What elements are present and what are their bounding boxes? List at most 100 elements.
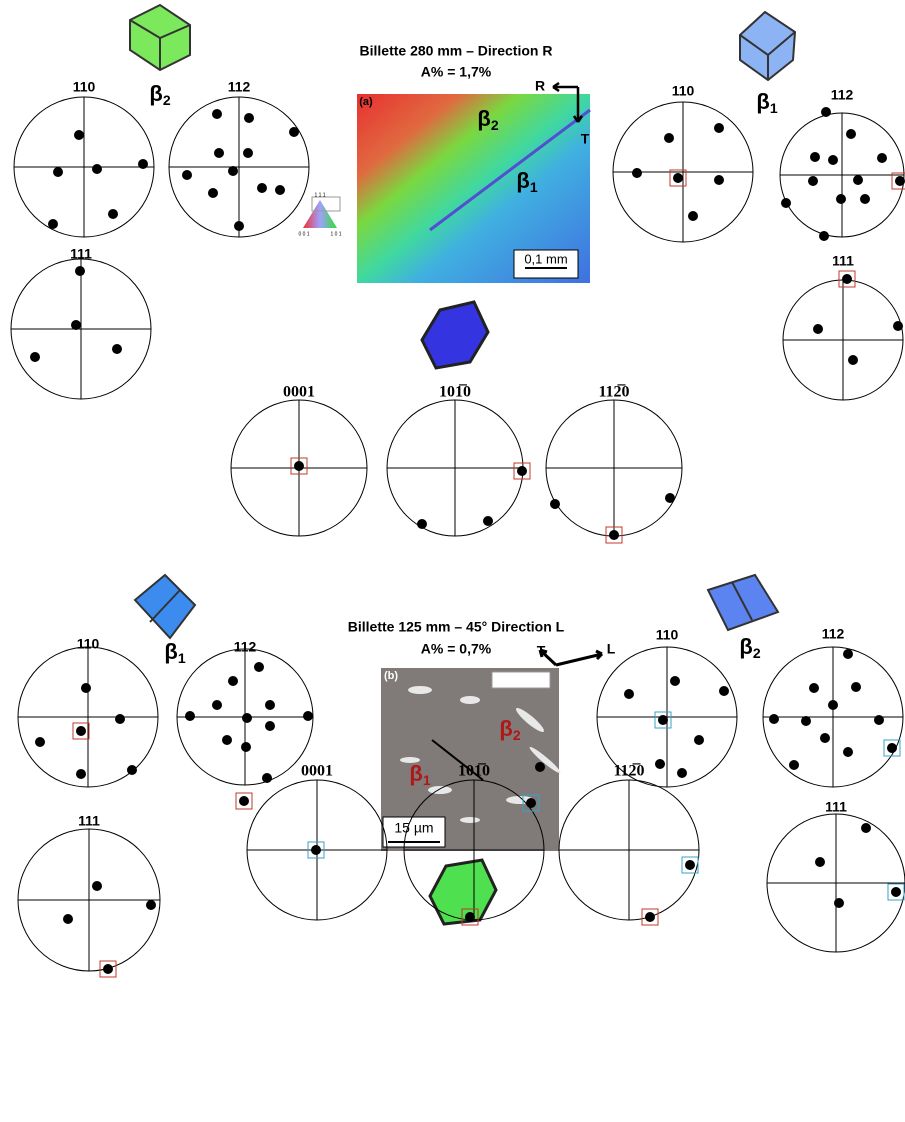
pole xyxy=(242,713,252,723)
pole xyxy=(48,219,58,229)
pole xyxy=(294,461,304,471)
pole-box xyxy=(669,169,687,187)
pole xyxy=(688,211,698,221)
pole xyxy=(801,716,811,726)
pole xyxy=(112,344,122,354)
pole-box xyxy=(307,841,325,859)
pole xyxy=(222,735,232,745)
phase-symbol: β xyxy=(149,81,162,106)
pole xyxy=(53,167,63,177)
pole xyxy=(182,170,192,180)
pole-box xyxy=(681,856,699,874)
cube-icon xyxy=(129,3,191,72)
pole-label: 112 xyxy=(228,79,251,95)
pole xyxy=(127,765,137,775)
phase-label: β2 xyxy=(739,634,760,661)
phase-label: β1 xyxy=(756,89,777,116)
pole xyxy=(212,109,222,119)
phase-symbol: β xyxy=(516,168,529,193)
pole xyxy=(820,733,830,743)
pole xyxy=(303,711,313,721)
pole xyxy=(843,747,853,757)
pole xyxy=(842,274,852,284)
pole xyxy=(63,914,73,924)
scale-box xyxy=(513,249,579,279)
pole xyxy=(851,682,861,692)
phase-label: β2 xyxy=(499,716,520,743)
label: 1 1 1 xyxy=(314,192,325,198)
pole-box xyxy=(654,711,672,729)
phase-symbol: β xyxy=(477,106,490,131)
cube-icon xyxy=(133,573,197,640)
phase-label: β1 xyxy=(516,168,537,195)
label: A% = 0,7% xyxy=(421,641,492,657)
pole xyxy=(108,209,118,219)
phase-symbol: β xyxy=(409,761,422,786)
pole xyxy=(550,499,560,509)
phase-symbol: β xyxy=(739,634,752,659)
pole-box xyxy=(72,722,90,740)
phase-sub: 1 xyxy=(178,650,186,666)
phase-sub: 2 xyxy=(163,92,171,108)
label: Billette 125 mm – 45° Direction L xyxy=(348,619,565,635)
pole xyxy=(35,737,45,747)
pole xyxy=(843,649,853,659)
pole xyxy=(685,860,695,870)
pole xyxy=(846,129,856,139)
pole xyxy=(535,762,545,772)
pole xyxy=(714,175,724,185)
pole-label: 111 xyxy=(832,253,854,269)
pole xyxy=(670,676,680,686)
pole xyxy=(76,769,86,779)
pole xyxy=(809,683,819,693)
pole xyxy=(834,898,844,908)
pole-box xyxy=(883,739,901,757)
pole xyxy=(265,700,275,710)
pole xyxy=(74,130,84,140)
pole xyxy=(821,107,831,117)
pole xyxy=(417,519,427,529)
phase-symbol: β xyxy=(499,716,512,741)
pole-label: 110 xyxy=(77,636,100,652)
label: L xyxy=(607,641,616,657)
pole xyxy=(658,715,668,725)
pole-label: 0001 xyxy=(301,763,333,780)
pole xyxy=(665,493,675,503)
pole xyxy=(244,113,254,123)
pole xyxy=(257,183,267,193)
pole xyxy=(212,700,222,710)
pole xyxy=(836,194,846,204)
pole-box xyxy=(522,794,540,812)
pole xyxy=(81,683,91,693)
pole xyxy=(92,164,102,174)
pole xyxy=(677,768,687,778)
ipf-triangle xyxy=(303,200,337,228)
pole xyxy=(311,845,321,855)
pole xyxy=(234,221,244,231)
hex-icon xyxy=(428,858,498,926)
label: (a) xyxy=(359,96,373,108)
pole-label: 112̅0 xyxy=(598,383,629,401)
pole xyxy=(30,352,40,362)
pole-label: 111 xyxy=(70,246,92,262)
pole xyxy=(853,175,863,185)
pole xyxy=(243,148,253,158)
pole xyxy=(714,123,724,133)
phase-sub: 1 xyxy=(770,100,778,116)
pole-label: 112 xyxy=(234,639,257,655)
pole-label: 101̅0 xyxy=(458,762,490,780)
pole xyxy=(810,152,820,162)
pole-label: 111 xyxy=(78,813,100,829)
pole xyxy=(895,176,905,186)
pole xyxy=(719,686,729,696)
pole xyxy=(185,711,195,721)
axes-arrows xyxy=(552,81,584,123)
pole xyxy=(103,964,113,974)
pole xyxy=(208,188,218,198)
pole xyxy=(645,912,655,922)
label: 0 0 1 xyxy=(298,231,309,237)
axes-arrows xyxy=(538,648,604,667)
pole xyxy=(526,798,536,808)
label: 1 0 1 xyxy=(330,231,341,237)
